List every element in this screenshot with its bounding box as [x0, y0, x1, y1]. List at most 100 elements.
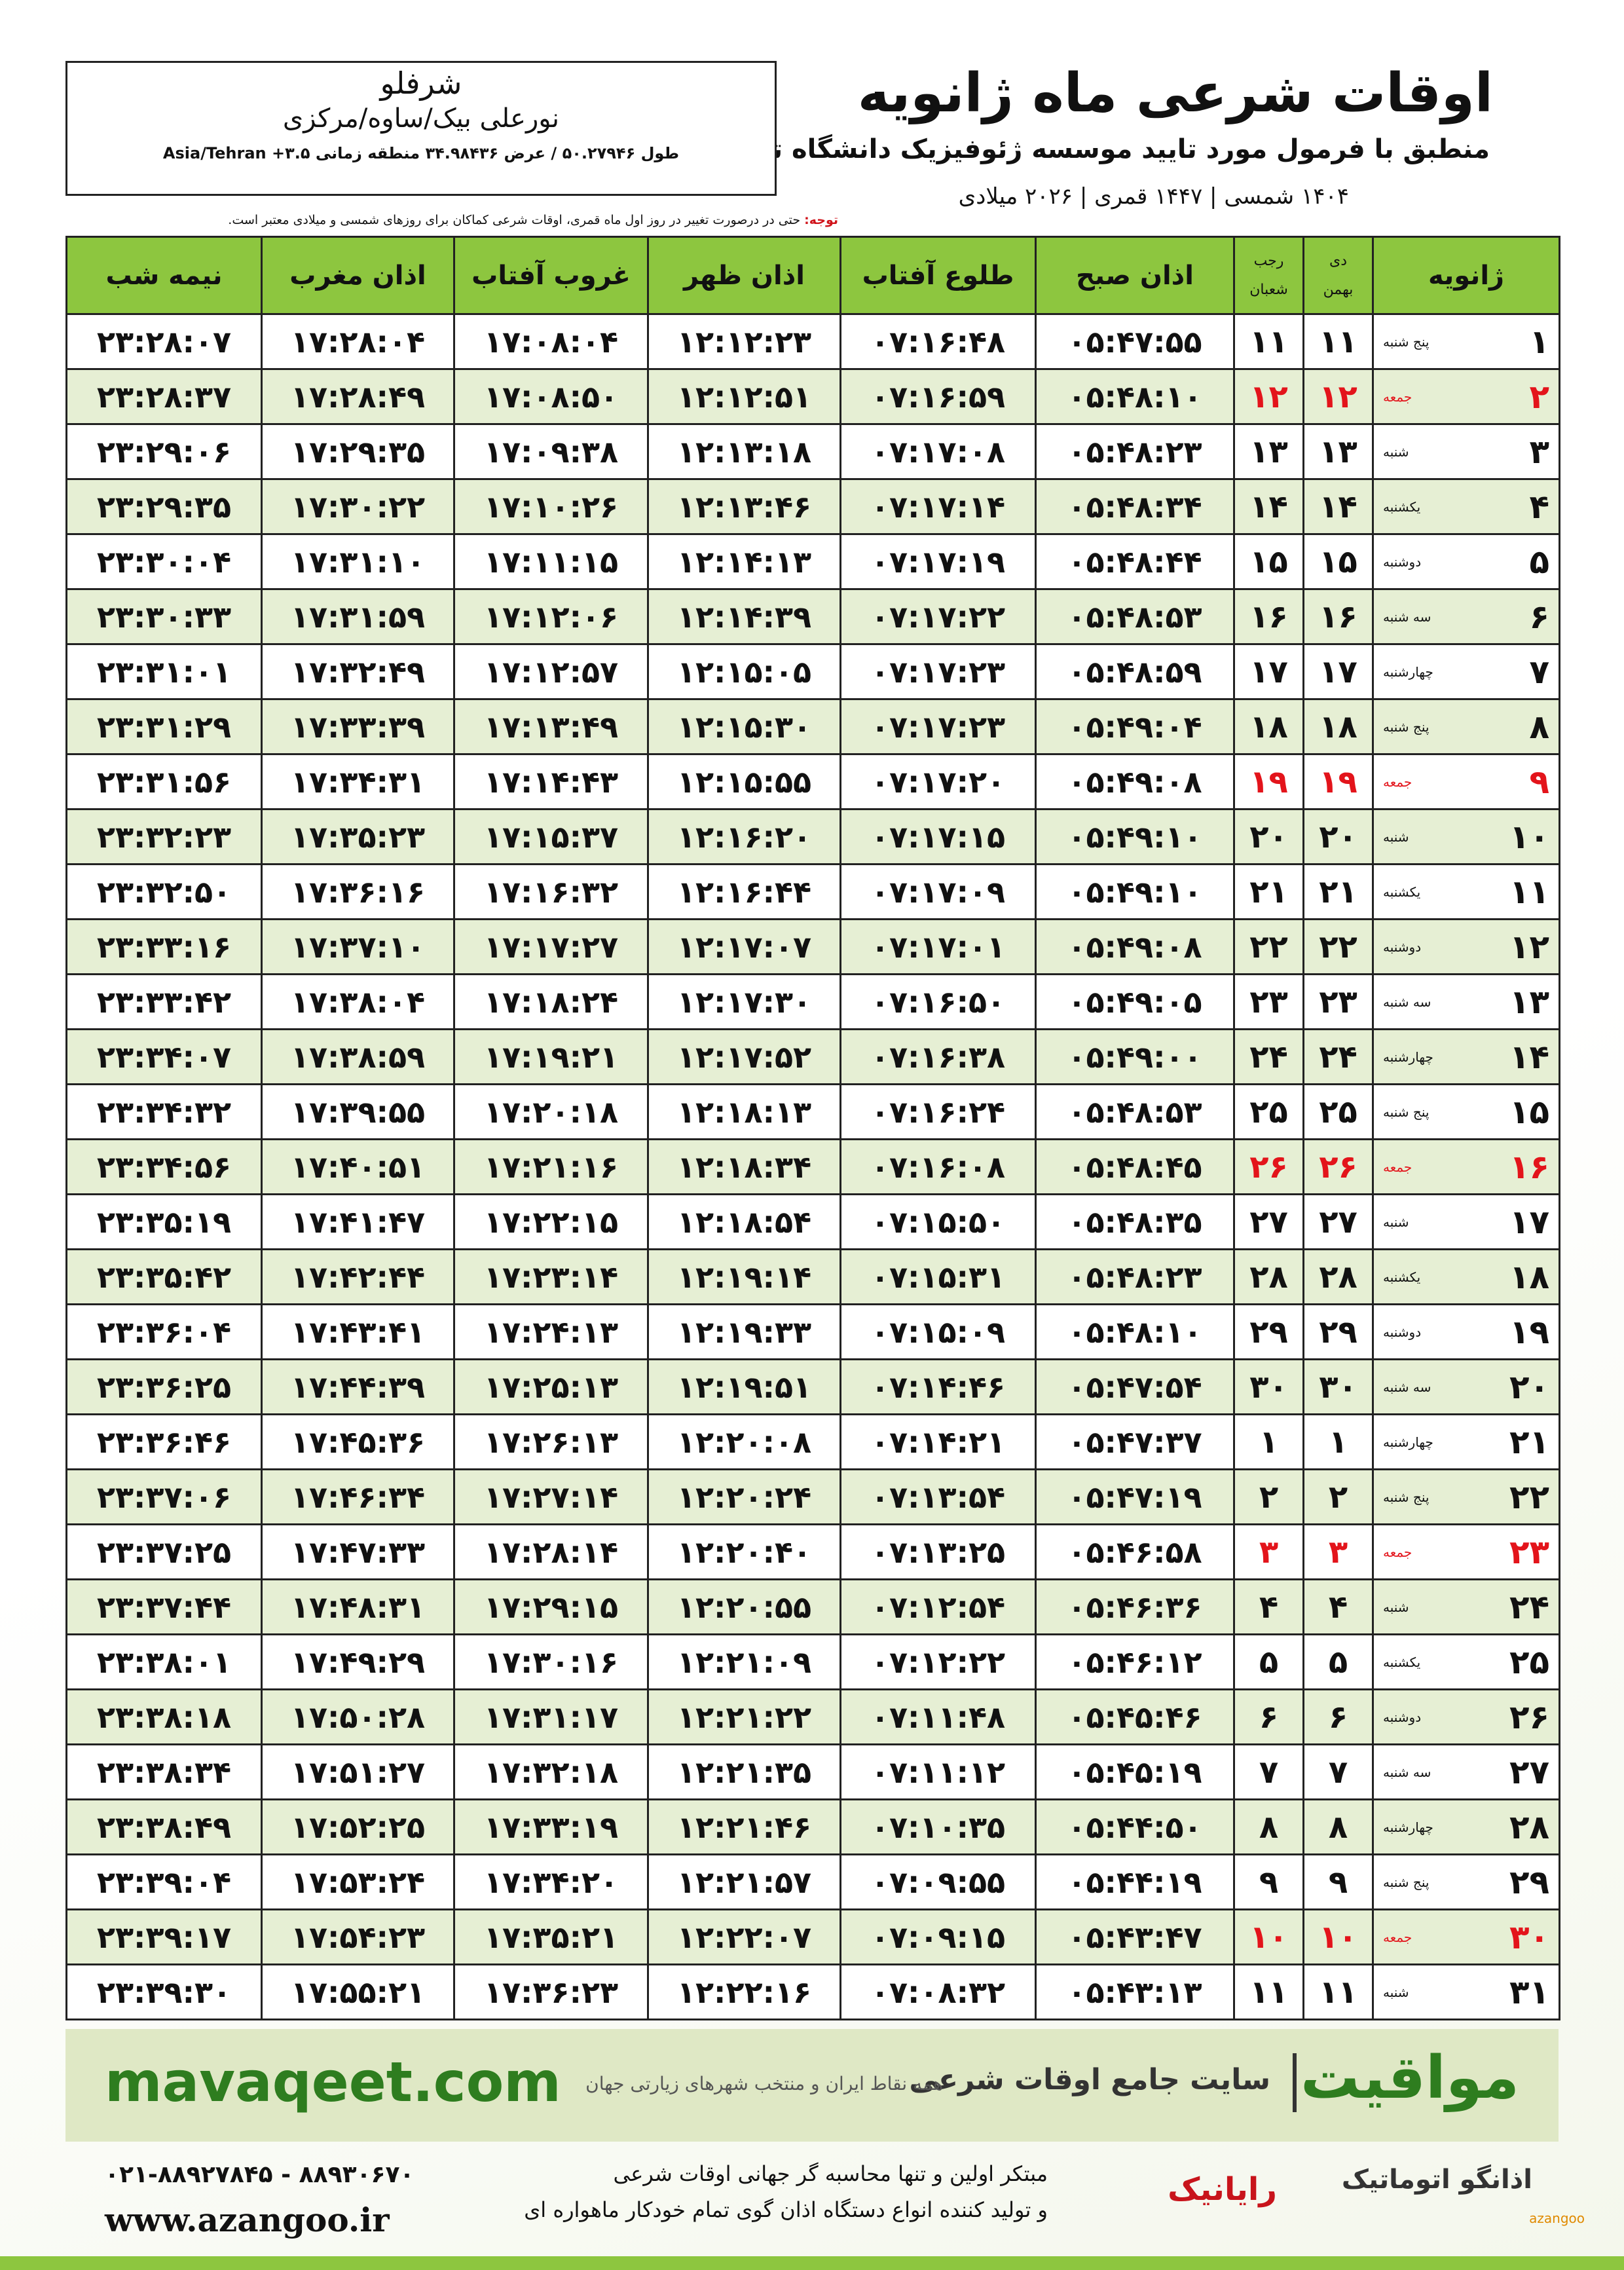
- day-wrap: ۷ چهارشنبه: [1374, 653, 1559, 691]
- day-number: ۲۰: [1509, 1368, 1549, 1406]
- time-cell: ۰۵:۴۶:۳۶: [1035, 1578, 1235, 1635]
- day-cell: ۱۴ چهارشنبه: [1372, 1028, 1560, 1085]
- time-cell: ۱۷:۴۶:۳۴: [261, 1468, 455, 1525]
- time-cell: ۱۲:۱۷:۰۷: [647, 918, 841, 975]
- time-cell: ۰۷:۰۹:۵۵: [840, 1853, 1037, 1910]
- day-cell: ۲۶ دوشنبه: [1372, 1688, 1560, 1745]
- time-cell: ۱۷:۴۴:۳۹: [261, 1358, 455, 1415]
- column-header: اذان مغرب: [261, 236, 455, 315]
- day-cell: ۲۰ سه شنبه: [1372, 1358, 1560, 1415]
- shamsi-day: ۱۱: [1302, 1963, 1374, 2020]
- header-row: ژانویه دی بهمن رجب شعبان اذان صبح طلوع آفتاب اذ…: [65, 236, 1560, 315]
- time-cell: ۰۷:۱۶:۰۸: [840, 1138, 1037, 1195]
- day-wrap: ۵ دوشنبه: [1374, 543, 1559, 581]
- weekday: شنبه: [1383, 1214, 1409, 1230]
- shamsi-day: ۱۳: [1302, 423, 1374, 480]
- time-cell: ۰۷:۱۶:۲۴: [840, 1083, 1037, 1140]
- title: اوقات شرعی ماه ژانویه: [857, 62, 1493, 124]
- qamari-day: ۱۸: [1233, 698, 1304, 755]
- weekday: پنج شنبه: [1383, 333, 1430, 350]
- qamari-day: ۱۰: [1233, 1908, 1304, 1965]
- day-cell: ۲۲ پنج شنبه: [1372, 1468, 1560, 1525]
- time-cell: ۲۳:۳۷:۴۴: [65, 1578, 263, 1635]
- day-cell: ۱۶ جمعه: [1372, 1138, 1560, 1195]
- weekday: چهارشنبه: [1383, 663, 1433, 680]
- time-cell: ۲۳:۳۵:۴۲: [65, 1248, 263, 1305]
- time-cell: ۱۷:۱۲:۰۶: [453, 588, 649, 645]
- time-cell: ۱۲:۲۱:۰۹: [647, 1633, 841, 1690]
- weekday: پنج شنبه: [1383, 1874, 1430, 1890]
- weekday: دوشنبه: [1383, 1324, 1422, 1340]
- time-cell: ۱۲:۲۱:۵۷: [647, 1853, 841, 1910]
- day-number: ۱۹: [1509, 1312, 1549, 1351]
- table-row: ۴ یکشنبه ۱۴ ۱۴ ۰۵:۴۸:۳۴ ۰۷:۱۷:۱۴ ۱۲:۱۳:۴۶ ۱۷:۱۰…: [65, 478, 1560, 535]
- qamari-day: ۲۷: [1233, 1193, 1304, 1250]
- time-cell: ۰۵:۴۸:۳۴: [1035, 478, 1235, 535]
- table-row: ۱۳ سه شنبه ۲۳ ۲۳ ۰۵:۴۹:۰۵ ۰۷:۱۶:۵۰ ۱۲:۱۷:۳۰ ۱۷:…: [65, 973, 1560, 1030]
- shamsi-day: ۱۸: [1302, 698, 1374, 755]
- day-number: ۶: [1529, 597, 1549, 636]
- table-row: ۱۰ شنبه ۲۰ ۲۰ ۰۵:۴۹:۱۰ ۰۷:۱۷:۱۵ ۱۲:۱۶:۲۰ ۱۷:۱۵:…: [65, 808, 1560, 865]
- time-cell: ۱۷:۵۱:۲۷: [261, 1743, 455, 1800]
- time-cell: ۲۳:۳۹:۰۴: [65, 1853, 263, 1910]
- qamari-day: ۶: [1233, 1688, 1304, 1745]
- day-cell: ۲۱ چهارشنبه: [1372, 1413, 1560, 1470]
- qamari-day: ۳۰: [1233, 1358, 1304, 1415]
- time-cell: ۰۵:۴۹:۰۸: [1035, 753, 1235, 810]
- time-cell: ۰۷:۱۷:۲۲: [840, 588, 1037, 645]
- time-cell: ۰۵:۴۸:۴۵: [1035, 1138, 1235, 1195]
- weekday: جمعه: [1383, 388, 1412, 405]
- time-cell: ۲۳:۲۹:۰۶: [65, 423, 263, 480]
- day-number: ۱۲: [1509, 927, 1549, 966]
- weekday: دوشنبه: [1383, 553, 1422, 570]
- day-number: ۸: [1529, 707, 1549, 746]
- weekday: چهارشنبه: [1383, 1434, 1433, 1450]
- day-wrap: ۳۱ شنبه: [1374, 1973, 1559, 2011]
- shamsi-day: ۲۱: [1302, 863, 1374, 920]
- footer-band: [65, 2029, 1559, 2142]
- note-text: حتی در درصورت تغییر در روز اول ماه قمری،…: [228, 213, 801, 227]
- time-cell: ۰۷:۱۲:۵۴: [840, 1578, 1037, 1635]
- logo-text: azangoo: [1529, 2210, 1585, 2226]
- tagline: سایت جامع اوقات شرعی: [909, 2063, 1270, 2096]
- time-cell: ۱۷:۳۲:۱۸: [453, 1743, 649, 1800]
- day-number: ۲۸: [1509, 1808, 1549, 1846]
- day-cell: ۳ شنبه: [1372, 423, 1560, 480]
- weekday: پنج شنبه: [1383, 1104, 1430, 1120]
- weekday: سه شنبه: [1383, 1764, 1431, 1780]
- scope: همه نقاط ایران و منتخب شهرهای زیارتی جها…: [585, 2073, 943, 2094]
- day-wrap: ۲۵ یکشنبه: [1374, 1643, 1559, 1681]
- time-cell: ۱۷:۱۷:۲۷: [453, 918, 649, 975]
- web[interactable]: www.azangoo.ir: [105, 2201, 390, 2239]
- day-number: ۲۴: [1509, 1588, 1549, 1626]
- site[interactable]: mavaqeet.com: [105, 2050, 561, 2114]
- day-number: ۲۳: [1509, 1533, 1549, 1571]
- time-cell: ۲۳:۳۸:۴۹: [65, 1798, 263, 1855]
- day-cell: ۳۱ شنبه: [1372, 1963, 1560, 2020]
- day-number: ۲۷: [1509, 1753, 1549, 1791]
- time-cell: ۱۷:۳۱:۱۰: [261, 533, 455, 590]
- table-row: ۲۵ یکشنبه ۵ ۵ ۰۵:۴۶:۱۲ ۰۷:۱۲:۲۲ ۱۲:۲۱:۰۹ ۱۷:۳۰:…: [65, 1633, 1560, 1690]
- table-row: ۷ چهارشنبه ۱۷ ۱۷ ۰۵:۴۸:۵۹ ۰۷:۱۷:۲۳ ۱۲:۱۵:۰۵ ۱۷:…: [65, 643, 1560, 700]
- time-cell: ۰۵:۴۶:۱۲: [1035, 1633, 1235, 1690]
- time-cell: ۰۷:۱۳:۲۵: [840, 1523, 1037, 1580]
- qamari-day: ۸: [1233, 1798, 1304, 1855]
- time-cell: ۱۷:۳۴:۳۱: [261, 753, 455, 810]
- day-cell: ۱۹ دوشنبه: [1372, 1303, 1560, 1360]
- day-cell: ۱۰ شنبه: [1372, 808, 1560, 865]
- time-cell: ۱۲:۲۲:۰۷: [647, 1908, 841, 1965]
- day-cell: ۲۹ پنج شنبه: [1372, 1853, 1560, 1910]
- time-cell: ۱۷:۱۰:۲۶: [453, 478, 649, 535]
- time-cell: ۲۳:۳۷:۰۶: [65, 1468, 263, 1525]
- shamsi-day: ۹: [1302, 1853, 1374, 1910]
- table-row: ۳ شنبه ۱۳ ۱۳ ۰۵:۴۸:۲۳ ۰۷:۱۷:۰۸ ۱۲:۱۳:۱۸ ۱۷:۰۹:۳…: [65, 423, 1560, 480]
- time-cell: ۲۳:۳۳:۴۲: [65, 973, 263, 1030]
- table-row: ۲۳ جمعه ۳ ۳ ۰۵:۴۶:۵۸ ۰۷:۱۳:۲۵ ۱۲:۲۰:۴۰ ۱۷:۲۸:۱۴…: [65, 1523, 1560, 1580]
- day-cell: ۱۷ شنبه: [1372, 1193, 1560, 1250]
- day-cell: ۱۲ دوشنبه: [1372, 918, 1560, 975]
- column-header-part: رجب: [1253, 252, 1284, 269]
- time-cell: ۲۳:۳۱:۲۹: [65, 698, 263, 755]
- promo-line: مبتکر اولین و تنها محاسبه گر جهانی اوقات…: [613, 2161, 1048, 2186]
- weekday: شنبه: [1383, 1984, 1409, 2000]
- time-cell: ۱۲:۱۳:۱۸: [647, 423, 841, 480]
